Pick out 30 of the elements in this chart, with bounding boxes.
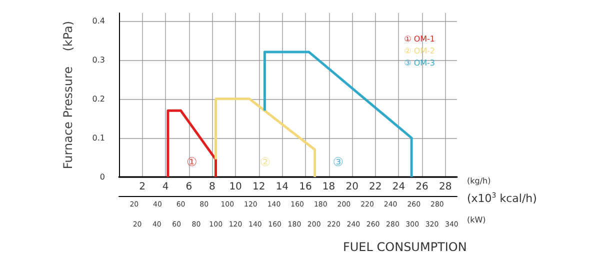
x-tick-label: 24 (392, 182, 406, 192)
y-tick-label: 0.3 (92, 55, 105, 64)
text: ① OM-1 (404, 34, 435, 44)
annotation: ① (186, 155, 198, 170)
y-tick-label: 0.2 (92, 94, 105, 104)
y-tick-label: 0 (100, 172, 105, 182)
x-tick-label: 26 (416, 182, 428, 192)
line-series (214, 98, 316, 178)
y-axis-title: Furnace Pressure (kPa) (61, 20, 75, 170)
y-tick-label: 0.4 (92, 16, 105, 26)
x-tick-label: 14 (276, 182, 289, 192)
annotation: ③ (332, 155, 344, 170)
x-tick-label: 6 (186, 182, 192, 192)
x-tick-label: 2 (139, 182, 146, 192)
x-tick-label: 10 (229, 182, 242, 192)
annotation: ② (260, 155, 271, 170)
text: ③ OM-3 (404, 58, 435, 68)
x-tick-label: 16 (299, 182, 312, 192)
x-tick-label: 22 (369, 182, 382, 192)
x-tick-label: 18 (322, 182, 336, 192)
x-tick-label: 20 (346, 182, 358, 192)
x-axis-title: FUEL CONSUMPTION (343, 240, 467, 254)
text: ② OM-2 (404, 46, 435, 56)
x-tick-label: 8 (209, 182, 216, 192)
x-tick-label: 12 (252, 182, 266, 192)
text: (kW) (467, 216, 486, 224)
y-tick-label: 0.1 (92, 133, 105, 142)
x-tick-label: 28 (438, 182, 452, 192)
text: (kg/h) (467, 176, 491, 186)
x-tick-label: 4 (162, 182, 169, 192)
